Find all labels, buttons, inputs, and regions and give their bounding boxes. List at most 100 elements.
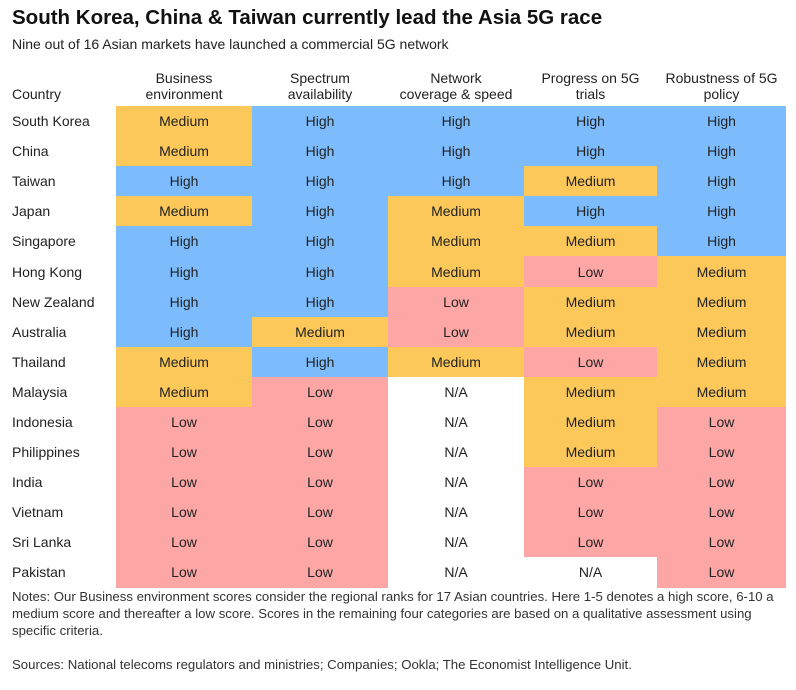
rating-cell: High [116, 286, 252, 317]
rating-cell: N/A [388, 497, 524, 528]
column-header: Business environment [116, 60, 252, 106]
table-row: Hong Kong High High Medium Low Medium [6, 256, 786, 287]
rating-cell: Low [657, 527, 786, 558]
rating-cell: Low [252, 527, 388, 558]
rating-cell: Medium [388, 256, 524, 287]
rating-cell: Low [252, 437, 388, 468]
rating-cell: Medium [657, 316, 786, 347]
rating-cell: High [657, 196, 786, 227]
country-cell: Indonesia [6, 406, 116, 438]
rating-cell: Low [116, 557, 252, 588]
column-header: Robustness of 5G policy [657, 60, 786, 106]
rating-cell: High [252, 346, 388, 377]
rating-cell: Low [252, 467, 388, 498]
rating-cell: N/A [388, 527, 524, 558]
country-cell: China [6, 136, 116, 167]
rating-cell: High [524, 106, 657, 137]
rating-cell: High [252, 256, 388, 287]
column-header: Network coverage & speed [388, 60, 524, 106]
table-row: Taiwan High High High Medium High [6, 166, 786, 197]
rating-cell: Medium [524, 316, 657, 347]
rating-cell: N/A [388, 437, 524, 468]
rating-cell: Low [657, 557, 786, 588]
column-header-line1: Business [155, 70, 213, 86]
table-row: Thailand Medium High Medium Low Medium [6, 346, 786, 377]
table-row: Indonesia Low Low N/A Medium Low [6, 406, 786, 438]
rating-cell: Low [388, 316, 524, 347]
country-cell: Thailand [6, 346, 116, 377]
rating-cell: Medium [116, 106, 252, 137]
country-cell: India [6, 467, 116, 498]
rating-cell: Medium [388, 196, 524, 227]
country-cell: Australia [6, 316, 116, 347]
rating-cell: N/A [524, 557, 657, 588]
rating-cell: Medium [524, 286, 657, 317]
table-row: Philippines Low Low N/A Medium Low [6, 437, 786, 468]
rating-cell: N/A [388, 467, 524, 498]
rating-cell: Medium [524, 437, 657, 468]
table-row: Sri Lanka Low Low N/A Low Low [6, 527, 786, 558]
rating-cell: High [524, 196, 657, 227]
column-header-line1: Progress on 5G [541, 70, 640, 86]
rating-cell: Low [116, 527, 252, 558]
rating-cell: Medium [657, 286, 786, 317]
rating-cell: High [252, 226, 388, 257]
header-row: Country Business environment Spectrum availa… [6, 60, 786, 106]
rating-cell: Medium [116, 346, 252, 377]
rating-cell: Low [252, 557, 388, 588]
rating-cell: High [116, 316, 252, 347]
table-row: Malaysia Medium Low N/A Medium Medium [6, 376, 786, 407]
rating-cell: Medium [116, 196, 252, 227]
column-header-line1: Spectrum [290, 70, 350, 86]
column-header-country: Country [6, 60, 116, 106]
column-header-line1: Robustness of 5G [665, 70, 778, 86]
rating-cell: Low [524, 497, 657, 528]
rating-cell: Low [524, 527, 657, 558]
rating-cell: High [657, 166, 786, 197]
country-cell: Singapore [6, 226, 116, 257]
rating-cell: Low [116, 437, 252, 468]
rating-cell: High [252, 196, 388, 227]
rating-cell: Low [657, 437, 786, 468]
column-header: Spectrum availability [252, 60, 388, 106]
table-row: Vietnam Low Low N/A Low Low [6, 497, 786, 528]
table-row: New Zealand High High Low Medium Medium [6, 286, 786, 317]
rating-cell: High [252, 286, 388, 317]
chart-subtitle: Nine out of 16 Asian markets have launch… [12, 36, 449, 52]
country-cell: Japan [6, 196, 116, 227]
country-cell: Vietnam [6, 497, 116, 528]
rating-cell: Low [524, 467, 657, 498]
chart-notes: Notes: Our Business environment scores c… [12, 589, 774, 638]
rating-cell: Medium [252, 316, 388, 347]
rating-cell: High [252, 106, 388, 137]
rating-cell: High [524, 136, 657, 167]
rating-cell: N/A [388, 406, 524, 438]
country-cell: Taiwan [6, 166, 116, 197]
rating-cell: Medium [524, 226, 657, 257]
country-cell: New Zealand [6, 286, 116, 317]
rating-cell: Medium [388, 346, 524, 377]
table-row: Singapore High High Medium Medium High [6, 226, 786, 257]
table-row: South Korea Medium High High High High [6, 106, 786, 137]
rating-cell: Low [252, 376, 388, 407]
rating-cell: Low [252, 497, 388, 528]
rating-cell: Low [116, 406, 252, 438]
rating-cell: N/A [388, 376, 524, 407]
rating-cell: High [657, 226, 786, 257]
rating-cell: Medium [388, 226, 524, 257]
rating-cell: Medium [116, 136, 252, 167]
rating-cell: High [116, 256, 252, 287]
table-row: India Low Low N/A Low Low [6, 467, 786, 498]
rating-cell: Medium [657, 256, 786, 287]
rating-cell: Low [657, 467, 786, 498]
rating-cell: Low [657, 406, 786, 438]
ratings-table: Country Business environment Spectrum availa… [6, 60, 786, 588]
rating-cell: High [388, 106, 524, 137]
rating-cell: Low [252, 406, 388, 438]
chart-title: South Korea, China & Taiwan currently le… [12, 6, 603, 29]
table-row: Pakistan Low Low N/A N/A Low [6, 557, 786, 588]
column-header-line1: Network [430, 70, 482, 86]
rating-cell: Low [524, 256, 657, 287]
table-row: Japan Medium High Medium High High [6, 196, 786, 227]
rating-cell: Medium [116, 376, 252, 407]
